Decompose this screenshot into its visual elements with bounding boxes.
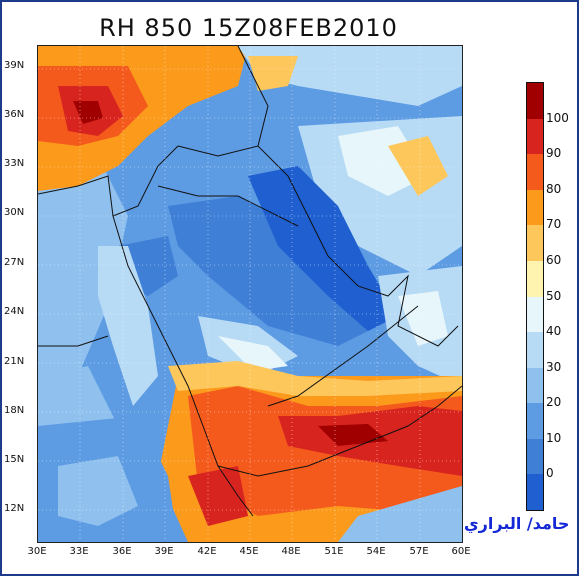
lat-label-18n: 18N (4, 405, 25, 416)
lat-label-27n: 27N (4, 257, 25, 268)
colorbar-label: 70 (546, 217, 562, 232)
colorbar-segment (527, 83, 543, 120)
colorbar-label: 90 (546, 146, 562, 161)
colorbar-segment (527, 118, 543, 155)
colorbar-label: 10 (546, 430, 562, 445)
colorbar-segment (527, 474, 543, 511)
colorbar-label: 60 (546, 252, 562, 267)
colorbar-segment (527, 367, 543, 404)
map-title: RH 850 15Z08FEB2010 (99, 14, 398, 42)
lon-label-54e: 54E (366, 546, 386, 557)
lon-label-51e: 51E (324, 546, 344, 557)
colorbar-segment (527, 154, 543, 191)
colorbar-segment (527, 403, 543, 440)
colorbar (526, 82, 544, 511)
lon-label-39e: 39E (154, 546, 174, 557)
colorbar-segment (527, 332, 543, 369)
colorbar-segment (527, 296, 543, 333)
lon-label-45e: 45E (239, 546, 259, 557)
colorbar-segment (527, 225, 543, 262)
lon-label-60e: 60E (451, 546, 471, 557)
lat-label-12n: 12N (4, 503, 25, 514)
lon-label-33e: 33E (69, 546, 89, 557)
lat-label-30n: 30N (4, 207, 25, 218)
lat-label-24n: 24N (4, 306, 25, 317)
colorbar-label: 0 (546, 466, 554, 481)
lon-label-48e: 48E (281, 546, 301, 557)
colorbar-label: 40 (546, 324, 562, 339)
colorbar-label: 30 (546, 359, 562, 374)
lat-label-21n: 21N (4, 356, 25, 367)
lon-label-57e: 57E (409, 546, 429, 557)
lat-label-33n: 33N (4, 158, 25, 169)
colorbar-label: 50 (546, 288, 562, 303)
colorbar-segment (527, 260, 543, 297)
lon-label-30e: 30E (27, 546, 47, 557)
colorbar-label: 80 (546, 181, 562, 196)
lat-label-15n: 15N (4, 454, 25, 465)
rh-map (37, 45, 463, 543)
lat-label-36n: 36N (4, 109, 25, 120)
colorbar-label: 100 (546, 110, 569, 125)
lon-label-36e: 36E (112, 546, 132, 557)
rh-field (38, 46, 462, 542)
lat-label-39n: 39N (4, 60, 25, 71)
colorbar-segment (527, 438, 543, 475)
colorbar-segment (527, 189, 543, 226)
lon-label-42e: 42E (197, 546, 217, 557)
colorbar-label: 20 (546, 395, 562, 410)
author-signature: حامد/ البراري (464, 514, 570, 533)
